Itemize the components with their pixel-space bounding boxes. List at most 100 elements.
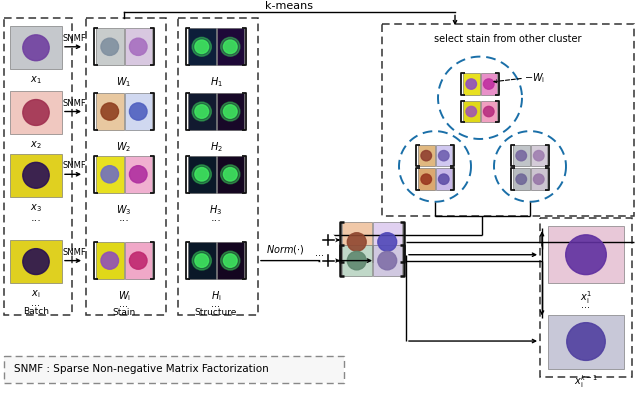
- Text: $W_1$: $W_1$: [116, 75, 132, 89]
- Bar: [125, 156, 152, 193]
- Text: $x_1$: $x_1$: [30, 74, 42, 86]
- Bar: [382, 24, 634, 216]
- Circle shape: [421, 151, 431, 161]
- Bar: [540, 218, 632, 377]
- Text: ...: ...: [582, 300, 591, 310]
- Bar: [4, 19, 72, 314]
- Circle shape: [466, 79, 477, 89]
- Bar: [10, 240, 62, 283]
- Circle shape: [321, 254, 335, 268]
- Circle shape: [567, 323, 605, 361]
- Circle shape: [23, 100, 49, 125]
- Bar: [10, 26, 62, 69]
- Circle shape: [348, 251, 366, 270]
- Circle shape: [101, 165, 118, 183]
- Bar: [4, 356, 344, 383]
- Bar: [513, 145, 529, 166]
- Circle shape: [129, 103, 147, 120]
- Bar: [188, 28, 216, 65]
- Text: SNMF: SNMF: [62, 248, 86, 256]
- Circle shape: [129, 38, 147, 56]
- Text: ...: ...: [211, 299, 221, 309]
- Text: $H_3$: $H_3$: [209, 203, 223, 217]
- Text: select stain from other cluster: select stain from other cluster: [435, 34, 582, 44]
- Bar: [96, 93, 124, 130]
- Bar: [188, 156, 216, 193]
- Text: SNMF: SNMF: [62, 162, 86, 170]
- Bar: [418, 145, 435, 166]
- Circle shape: [129, 165, 147, 183]
- Circle shape: [101, 38, 118, 56]
- Circle shape: [223, 105, 237, 118]
- Circle shape: [516, 174, 527, 184]
- Circle shape: [221, 102, 240, 121]
- Circle shape: [421, 174, 431, 184]
- Bar: [531, 168, 547, 190]
- Bar: [96, 28, 124, 65]
- Circle shape: [192, 102, 211, 121]
- Text: $W_3$: $W_3$: [116, 203, 132, 217]
- Bar: [435, 168, 452, 190]
- Bar: [10, 154, 62, 197]
- Circle shape: [221, 251, 240, 270]
- Circle shape: [534, 174, 544, 184]
- Bar: [125, 28, 152, 65]
- Circle shape: [516, 151, 527, 161]
- Text: ...: ...: [120, 299, 129, 309]
- Bar: [418, 168, 435, 190]
- Text: Stain: Stain: [113, 308, 136, 317]
- Bar: [188, 242, 216, 279]
- Bar: [216, 156, 244, 193]
- Bar: [342, 222, 371, 262]
- Bar: [463, 73, 479, 95]
- Text: ...: ...: [316, 248, 324, 258]
- Bar: [86, 19, 166, 314]
- Text: SNMF: SNMF: [62, 34, 86, 43]
- Bar: [4, 356, 344, 383]
- Text: $W_{\rm i}$: $W_{\rm i}$: [118, 289, 131, 303]
- Bar: [188, 93, 216, 130]
- Text: ...: ...: [31, 212, 42, 223]
- Bar: [216, 242, 244, 279]
- Text: $x_{\rm i}$: $x_{\rm i}$: [31, 288, 41, 300]
- Circle shape: [223, 167, 237, 181]
- Circle shape: [483, 79, 494, 89]
- Bar: [513, 168, 529, 190]
- Text: ...: ...: [211, 212, 221, 223]
- Text: ...: ...: [342, 253, 353, 263]
- Text: $H_2$: $H_2$: [209, 140, 223, 154]
- Text: $Norm(\cdot)$: $Norm(\cdot)$: [266, 243, 305, 256]
- Circle shape: [566, 235, 606, 275]
- Circle shape: [534, 151, 544, 161]
- Circle shape: [221, 37, 240, 56]
- Text: $x_{\rm i}^{k-1}$: $x_{\rm i}^{k-1}$: [574, 374, 598, 390]
- Bar: [342, 245, 371, 276]
- Circle shape: [438, 151, 449, 161]
- Text: k-means: k-means: [266, 2, 314, 11]
- Circle shape: [466, 106, 477, 117]
- Circle shape: [129, 252, 147, 269]
- Circle shape: [378, 251, 397, 270]
- Circle shape: [101, 252, 118, 269]
- Circle shape: [195, 167, 209, 181]
- Text: Batch: Batch: [23, 307, 49, 316]
- Text: SNMF: SNMF: [62, 98, 86, 108]
- Bar: [548, 226, 624, 283]
- Bar: [372, 222, 402, 262]
- Circle shape: [223, 254, 237, 268]
- Circle shape: [101, 103, 118, 120]
- Bar: [548, 314, 624, 368]
- Bar: [125, 242, 152, 279]
- Circle shape: [378, 233, 397, 251]
- Circle shape: [192, 165, 211, 184]
- Circle shape: [192, 251, 211, 270]
- Circle shape: [195, 40, 209, 54]
- Bar: [435, 145, 452, 166]
- Bar: [481, 73, 497, 95]
- Bar: [178, 19, 258, 314]
- Bar: [216, 93, 244, 130]
- Bar: [463, 101, 479, 122]
- Circle shape: [221, 165, 240, 184]
- Circle shape: [438, 174, 449, 184]
- Text: Structure: Structure: [195, 308, 237, 317]
